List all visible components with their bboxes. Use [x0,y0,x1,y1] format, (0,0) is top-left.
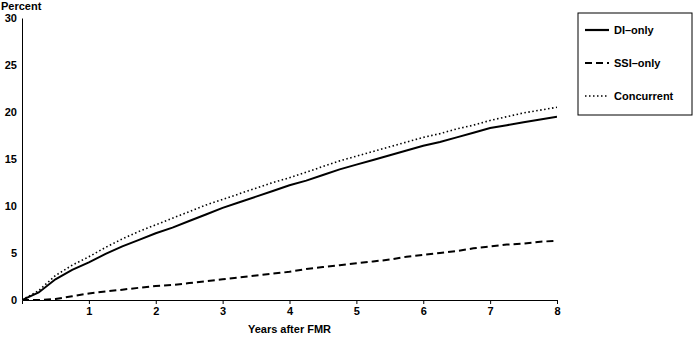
plot-lines [22,107,557,300]
y-tick: 25 [5,59,22,71]
x-tick-mark [290,300,291,304]
x-tick-label: 8 [554,305,560,317]
legend-swatch [585,62,609,64]
y-tick-label: 0 [11,294,17,306]
x-tick-label: 6 [421,305,427,317]
x-axis-line [23,301,558,305]
y-tick: 10 [5,200,22,212]
legend: DI–only SSI–only Concurrent [578,13,692,115]
y-tick-label: 20 [5,106,17,118]
series-line [22,107,557,300]
legend-label: Concurrent [614,90,674,102]
x-tick-mark [156,300,157,304]
y-axis-title: Percent [1,0,42,12]
x-tick: 6 [421,300,427,317]
y-tick-label: 25 [5,59,17,71]
x-tick: 7 [488,300,494,317]
x-tick: 5 [354,300,360,317]
x-tick: 1 [86,300,92,317]
legend-swatch [585,29,609,31]
legend-label: DI–only [614,24,655,36]
y-axis-line [22,19,23,301]
y-tick: 30 [5,12,22,24]
x-tick: 2 [153,300,159,317]
legend-swatch [585,95,609,97]
y-tick: 0 [11,294,22,306]
x-tick-mark [223,300,224,304]
legend-label: SSI–only [614,57,661,69]
x-axis: 1 2 3 4 5 6 7 8 [23,300,561,317]
x-tick: 3 [220,300,226,317]
x-tick-mark [490,300,491,304]
x-axis-title: Years after FMR [248,323,331,335]
x-tick: 8 [554,300,560,317]
y-tick: 15 [5,153,22,165]
y-axis: 0 5 10 15 20 25 30 [5,12,23,306]
x-tick-label: 4 [287,305,294,317]
series-line [22,117,557,300]
x-tick-label: 3 [220,305,226,317]
chart: 1 2 3 4 5 6 7 8 0 5 10 15 20 25 30Percent Years after F… [0,0,700,342]
x-tick-mark [557,300,558,304]
y-tick: 20 [5,106,22,118]
x-tick-label: 2 [153,305,159,317]
x-tick-mark [356,300,357,304]
x-tick-label: 1 [86,305,92,317]
x-tick-label: 7 [488,305,494,317]
x-tick: 4 [287,300,294,317]
y-tick-label: 15 [5,153,17,165]
y-tick-label: 10 [5,200,17,212]
legend-box [578,13,692,115]
y-tick: 5 [11,247,22,259]
x-tick-mark [423,300,424,304]
y-tick-label: 30 [5,12,17,24]
x-tick-label: 5 [354,305,360,317]
x-tick-mark [89,300,90,304]
series-line [22,241,557,300]
y-tick-label: 5 [11,247,17,259]
